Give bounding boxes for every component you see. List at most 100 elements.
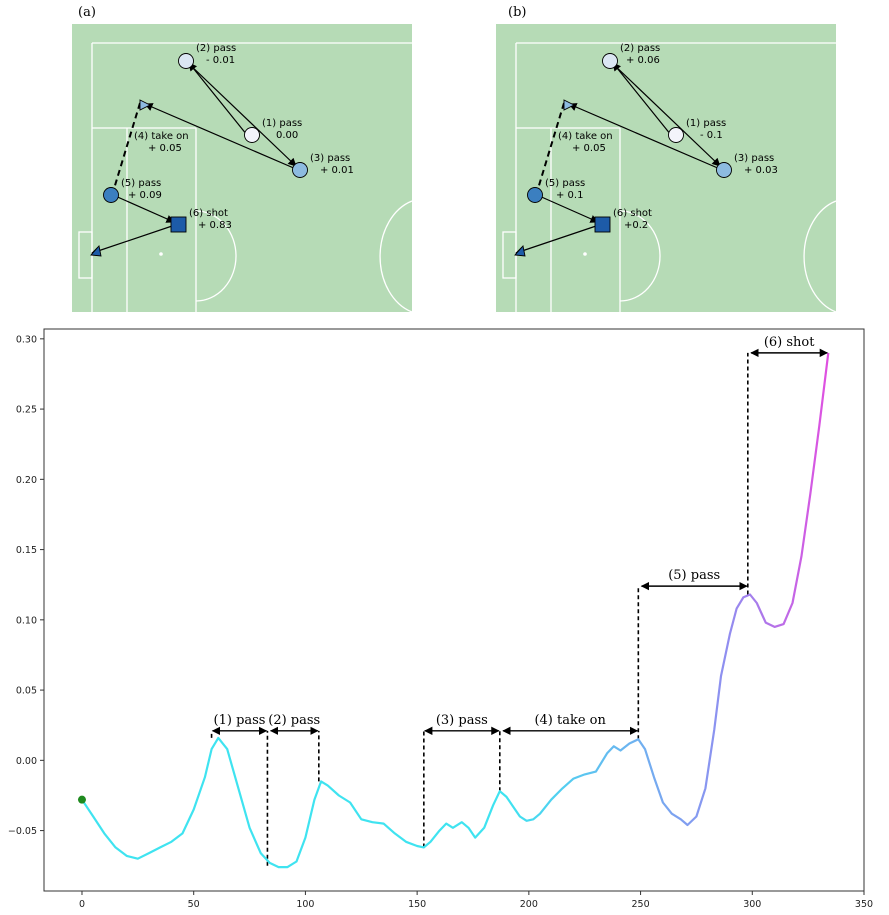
segment-label: (4) take on bbox=[534, 713, 606, 728]
action-2-marker bbox=[602, 53, 618, 69]
y-tick-label: 0.10 bbox=[16, 615, 37, 626]
x-tick-label: 100 bbox=[296, 899, 314, 910]
penalty-spot bbox=[583, 252, 587, 256]
action-4-num: (4) bbox=[558, 131, 572, 142]
action-2-num: (2) bbox=[196, 43, 210, 54]
action-1-num: (1) bbox=[686, 118, 700, 129]
y-tick-label: 0.15 bbox=[16, 545, 37, 556]
action-2-value: - 0.01 bbox=[206, 55, 235, 66]
start-marker bbox=[77, 795, 86, 804]
y-tick-label: −0.05 bbox=[8, 826, 37, 837]
action-arrows bbox=[91, 60, 297, 255]
panel-label-a: (a) bbox=[78, 5, 96, 20]
action-1-value: - 0.1 bbox=[700, 130, 723, 141]
penalty-spot bbox=[159, 252, 163, 256]
y-tick-label: 0.00 bbox=[16, 756, 37, 767]
x-tick-label: 0 bbox=[79, 899, 85, 910]
action-6-value: + 0.83 bbox=[198, 220, 232, 231]
action-3-marker bbox=[716, 162, 732, 178]
action-1-marker bbox=[668, 127, 684, 143]
action-5-num: (5) bbox=[545, 178, 559, 189]
svg-text:(2) pass: (2) pass bbox=[196, 43, 236, 54]
action-6-marker bbox=[170, 216, 187, 233]
pitch-map-a: (1) pass 0.00 (2) pass - 0.01 (3) pass +… bbox=[72, 24, 412, 312]
action-3-type: pass bbox=[327, 153, 350, 164]
panel-label-b: (b) bbox=[508, 5, 527, 20]
y-tick-label: 0.20 bbox=[16, 475, 37, 486]
action-5-num: (5) bbox=[121, 178, 135, 189]
action-4-value: + 0.05 bbox=[572, 143, 606, 154]
action-1-type: pass bbox=[703, 118, 726, 129]
action-1-num: (1) bbox=[262, 118, 276, 129]
action-5-marker bbox=[103, 187, 119, 203]
plot-frame bbox=[43, 328, 865, 892]
action-2-type: pass bbox=[637, 43, 660, 54]
action-4-type: take on bbox=[575, 131, 612, 142]
action-3-type: pass bbox=[751, 153, 774, 164]
x-axis: 0 50 100 150 200 250 300 350 bbox=[79, 891, 873, 910]
action-5-type: pass bbox=[562, 178, 585, 189]
segment-annotations: (1) pass (2) pass (3) pass (4) take on (5) p… bbox=[211, 335, 829, 736]
action-4-marker bbox=[563, 99, 576, 111]
y-tick-label: 0.25 bbox=[16, 405, 37, 416]
action-3-num: (3) bbox=[734, 153, 748, 164]
action-6-num: (6) bbox=[189, 208, 203, 219]
pitch-grass bbox=[72, 24, 412, 312]
svg-text:(6) shot: (6) shot bbox=[189, 208, 228, 219]
shot-end-marker bbox=[90, 245, 102, 257]
action-3-value: + 0.03 bbox=[744, 165, 778, 176]
segment-label: (3) pass bbox=[436, 713, 488, 728]
svg-text:(6) shot: (6) shot bbox=[613, 208, 652, 219]
segment-label: (5) pass bbox=[668, 568, 720, 583]
action-labels: (1) pass - 0.1 (2) pass + 0.06 (3) pass … bbox=[545, 43, 778, 231]
y-tick-label: 0.30 bbox=[16, 334, 37, 345]
svg-text:(3) pass: (3) pass bbox=[310, 153, 350, 164]
svg-text:(5) pass: (5) pass bbox=[545, 178, 585, 189]
action-3-value: + 0.01 bbox=[320, 165, 354, 176]
x-tick-label: 200 bbox=[520, 899, 538, 910]
svg-text:(1) pass: (1) pass bbox=[262, 118, 302, 129]
action-markers bbox=[90, 53, 308, 257]
action-1-type: pass bbox=[279, 118, 302, 129]
action-1-marker bbox=[244, 127, 260, 143]
action-4-value: + 0.05 bbox=[148, 143, 182, 154]
pitch-lines bbox=[502, 42, 836, 312]
action-6-num: (6) bbox=[613, 208, 627, 219]
action-5-marker bbox=[527, 187, 543, 203]
x-tick-label: 350 bbox=[855, 899, 873, 910]
action-2-value: + 0.06 bbox=[626, 55, 660, 66]
svg-text:(4) take on: (4) take on bbox=[134, 131, 189, 142]
action-3-marker bbox=[292, 162, 308, 178]
action-6-type: shot bbox=[630, 208, 652, 219]
y-tick-label: 0.05 bbox=[16, 686, 37, 697]
segment-label: (6) shot bbox=[764, 335, 815, 350]
action-6-value: +0.2 bbox=[624, 220, 648, 231]
x-tick-label: 50 bbox=[188, 899, 200, 910]
action-4-type: take on bbox=[151, 131, 188, 142]
x-tick-label: 150 bbox=[408, 899, 426, 910]
action-6-marker bbox=[594, 216, 611, 233]
segment-label: (1) pass bbox=[214, 713, 266, 728]
svg-text:(3) pass: (3) pass bbox=[734, 153, 774, 164]
shot-end-marker bbox=[514, 245, 526, 257]
pitch-grass bbox=[496, 24, 836, 312]
action-5-type: pass bbox=[138, 178, 161, 189]
action-5-value: + 0.09 bbox=[128, 190, 162, 201]
svg-text:(5) pass: (5) pass bbox=[121, 178, 161, 189]
action-1-value: 0.00 bbox=[276, 130, 298, 141]
action-2-num: (2) bbox=[620, 43, 634, 54]
action-markers bbox=[514, 53, 732, 257]
segment-guides bbox=[210, 352, 749, 866]
action-labels: (1) pass 0.00 (2) pass - 0.01 (3) pass +… bbox=[121, 43, 354, 231]
svg-text:(2) pass: (2) pass bbox=[620, 43, 660, 54]
action-6-type: shot bbox=[206, 208, 228, 219]
action-4-marker bbox=[139, 99, 152, 111]
action-arrows bbox=[515, 60, 721, 255]
x-tick-label: 250 bbox=[631, 899, 649, 910]
action-2-marker bbox=[178, 53, 194, 69]
x-tick-label: 300 bbox=[743, 899, 761, 910]
segment-label: (2) pass bbox=[268, 713, 320, 728]
action-2-type: pass bbox=[213, 43, 236, 54]
value-series-line bbox=[81, 352, 830, 869]
svg-text:(1) pass: (1) pass bbox=[686, 118, 726, 129]
